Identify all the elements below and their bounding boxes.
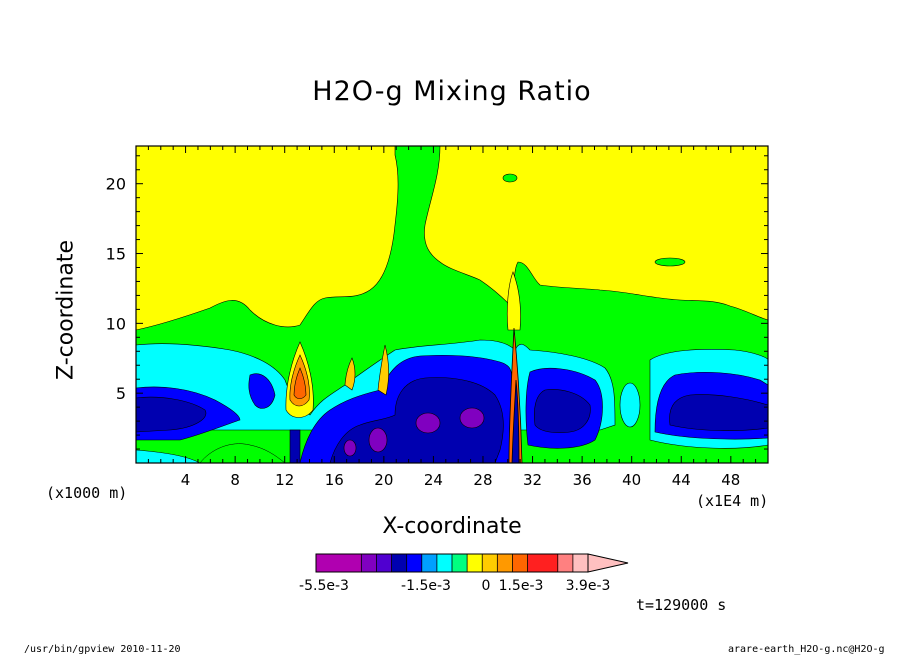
colorbar-swatch (421, 554, 438, 572)
field-purple-4 (343, 439, 357, 457)
colorbar-swatch (346, 554, 362, 572)
field-purple-2 (459, 407, 485, 429)
field-tuft-1 (344, 357, 356, 391)
field-green-speck-2 (654, 257, 686, 267)
x-tick-label: 12 (275, 471, 294, 489)
y-tick-labels: 5 10 15 20 (106, 175, 126, 403)
x-tick-label: 48 (721, 471, 740, 489)
field-purple-3 (368, 427, 388, 453)
x-tick-label: 4 (181, 471, 191, 489)
time-label: t=129000 s (636, 596, 727, 614)
colorbar-label: 0 (482, 578, 491, 594)
colorbar-swatch (467, 554, 483, 572)
field-cyan-blob (619, 382, 641, 428)
colorbar-swatch (452, 554, 468, 572)
x-tick-label: 24 (424, 471, 443, 489)
colorbar-swatch (512, 554, 528, 572)
colorbar-swatch (316, 554, 332, 572)
x-tick-label: 28 (473, 471, 492, 489)
colorbar-label: 3.9e-3 (566, 578, 611, 594)
field-blue-left2 (248, 373, 276, 409)
colorbar-swatch (527, 554, 544, 572)
footer-right: arare-earth_H2O-g.nc@H2O-g (728, 644, 885, 655)
x-ticks (147, 146, 757, 463)
colorbar-swatch (406, 554, 423, 572)
x-tick-labels: 4 8 12 16 20 24 28 32 36 40 44 48 (181, 471, 741, 489)
field-navy-far (669, 394, 768, 431)
colorbar-swatch (482, 554, 498, 572)
colorbar (315, 553, 629, 573)
y-tick-label: 5 (116, 384, 126, 403)
field-yellow-plume (506, 271, 521, 331)
x-axis-label: X-coordinate (382, 514, 522, 539)
colorbar-arrow (587, 553, 629, 573)
colorbar-swatch (391, 554, 408, 572)
footer-left: /usr/bin/gpview 2010-11-20 (24, 644, 181, 655)
field-dark-strip (289, 429, 301, 463)
colorbar-labels: -5.5e-3 -1.5e-3 0 1.5e-3 3.9e-3 (299, 578, 610, 594)
colorbar-swatch (376, 554, 392, 572)
field-navy-left (136, 396, 207, 433)
plot-frame (135, 145, 769, 464)
field-navy-right (534, 389, 591, 434)
colorbar-label: 1.5e-3 (499, 578, 544, 594)
x-unit-right: (x1E4 m) (696, 492, 769, 510)
field-column-dark (511, 379, 520, 463)
colorbar-swatch (542, 554, 559, 572)
x-tick-label: 8 (230, 471, 240, 489)
x-tick-label: 36 (573, 471, 592, 489)
x-tick-label: 16 (325, 471, 344, 489)
field-bottom-green (199, 443, 286, 463)
colorbar-label: -5.5e-3 (299, 578, 349, 594)
field-tuft-2 (377, 344, 389, 396)
y-tick-label: 10 (106, 314, 126, 333)
field-green-speck (502, 173, 518, 183)
colorbar-swatch (436, 554, 453, 572)
colorbar-swatch (557, 554, 574, 572)
field-layer (136, 146, 768, 463)
field-purple-1 (415, 412, 441, 434)
colorbar-swatch (331, 554, 347, 572)
y-tick-label: 15 (106, 245, 126, 264)
x-tick-label: 40 (622, 471, 641, 489)
x-unit-left: (x1000 m) (46, 484, 128, 502)
colorbar-swatch (572, 554, 589, 572)
x-tick-label: 20 (374, 471, 393, 489)
x-tick-label: 32 (523, 471, 542, 489)
colorbar-swatch (497, 554, 513, 572)
field-plume-red (293, 367, 307, 400)
colorbar-swatch (361, 554, 377, 572)
chart-title: H2O-g Mixing Ratio (312, 76, 592, 107)
y-tick-label: 20 (106, 175, 126, 194)
colorbar-label: -1.5e-3 (401, 578, 451, 594)
y-ticks (136, 155, 768, 450)
x-tick-label: 44 (672, 471, 691, 489)
